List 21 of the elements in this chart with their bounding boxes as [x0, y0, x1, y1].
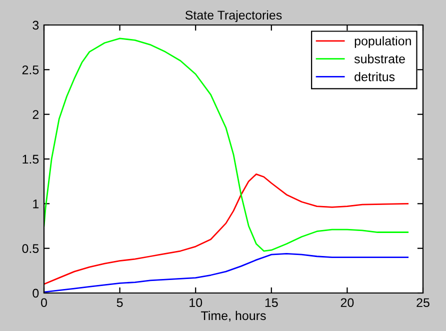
y-tick-label: 2	[32, 110, 39, 119]
chart-title: State Trajectories	[185, 10, 282, 22]
x-tick-label: 5	[116, 298, 123, 308]
y-tick-label: 0	[32, 288, 39, 298]
line-series	[44, 38, 409, 252]
legend-label: detritus	[354, 72, 395, 82]
line-series	[44, 253, 409, 293]
x-tick-label: 10	[190, 298, 202, 308]
x-tick-label: 0	[41, 298, 47, 308]
y-tick-label: 1.5	[22, 154, 39, 164]
line-series	[44, 173, 409, 285]
y-tick-label: 1	[33, 200, 39, 208]
x-tick-label: 20	[340, 298, 354, 308]
y-tick-label: 2.5	[22, 65, 39, 74]
x-tick-label: 25	[416, 298, 430, 308]
legend-label: population	[354, 36, 411, 48]
x-tick-label: 15	[265, 298, 278, 308]
x-axis-title: Time, hours	[201, 310, 266, 322]
y-tick-label: 3	[32, 20, 39, 30]
y-tick-label: 0.5	[22, 244, 39, 253]
legend-label: substrate	[354, 54, 405, 64]
